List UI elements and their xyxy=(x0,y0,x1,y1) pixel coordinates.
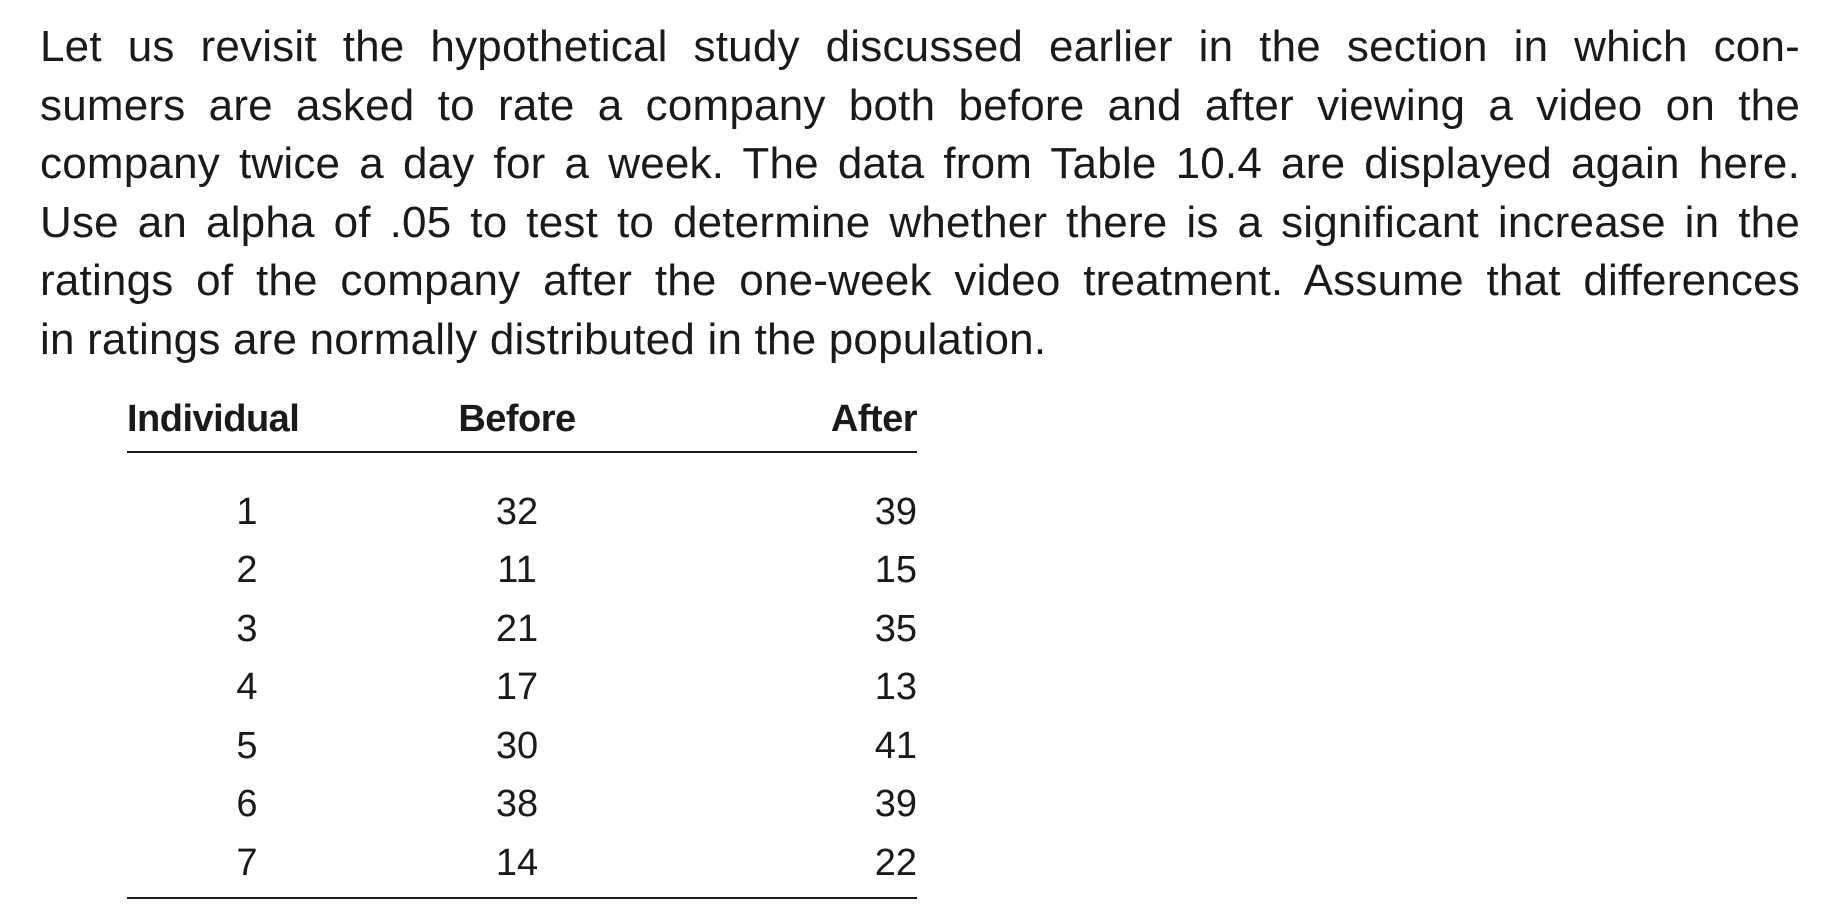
paragraph-line: company twice a day for a week. The data… xyxy=(40,139,1800,188)
table-row: 3 21 35 xyxy=(127,600,917,659)
cell-before: 21 xyxy=(495,607,539,650)
cell-after: 41 xyxy=(874,724,917,767)
cell-before: 38 xyxy=(495,783,539,826)
header-before: Before xyxy=(367,398,667,453)
cell-individual: 1 xyxy=(236,490,258,533)
cell-before: 11 xyxy=(497,549,537,592)
table-row: 2 11 15 xyxy=(127,542,917,601)
cell-individual: 7 xyxy=(127,834,367,899)
table-row: 4 17 13 xyxy=(127,659,917,718)
paragraph-line: sumers are asked to rate a company both … xyxy=(40,80,1800,130)
cell-after: 35 xyxy=(874,607,917,650)
paragraph-line: in ratings are normally distributed in t… xyxy=(40,314,1047,364)
paragraph-line: Let us revisit the hypothetical study di… xyxy=(40,22,1800,71)
table-header-row: Individual Before After xyxy=(127,398,918,453)
cell-individual: 6 xyxy=(236,783,258,826)
header-individual: Individual xyxy=(127,398,367,453)
cell-individual: 2 xyxy=(236,549,258,592)
cell-individual: 4 xyxy=(236,666,258,709)
cell-after: 15 xyxy=(874,549,917,592)
cell-after: 13 xyxy=(874,666,917,709)
cell-individual: 3 xyxy=(236,607,258,650)
cell-after: 39 xyxy=(874,783,917,826)
cell-before: 17 xyxy=(495,666,539,709)
header-after: After xyxy=(667,398,918,453)
paragraph-line: Use an alpha of .05 to test to determine… xyxy=(40,197,1800,247)
document-page: Let us revisit the hypothetical study di… xyxy=(40,18,1800,369)
table-row: 6 38 39 xyxy=(127,776,917,835)
cell-individual: 5 xyxy=(236,724,258,767)
paragraph-line: ratings of the company after the one-wee… xyxy=(40,256,1800,305)
cell-after: 39 xyxy=(874,490,917,533)
table-row: 1 32 39 xyxy=(127,483,917,542)
cell-after: 22 xyxy=(667,834,917,899)
cell-before: 14 xyxy=(367,834,667,899)
cell-before: 30 xyxy=(495,724,539,767)
table-row: 7 14 22 xyxy=(127,834,917,899)
table-row: 5 30 41 xyxy=(127,717,917,776)
ratings-table: Individual Before After 1 32 39 2 11 1 5 … xyxy=(127,398,918,899)
cell-before: 32 xyxy=(495,490,539,533)
problem-paragraph: Let us revisit the hypothetical study di… xyxy=(40,18,1800,369)
table-spacer xyxy=(127,452,917,483)
